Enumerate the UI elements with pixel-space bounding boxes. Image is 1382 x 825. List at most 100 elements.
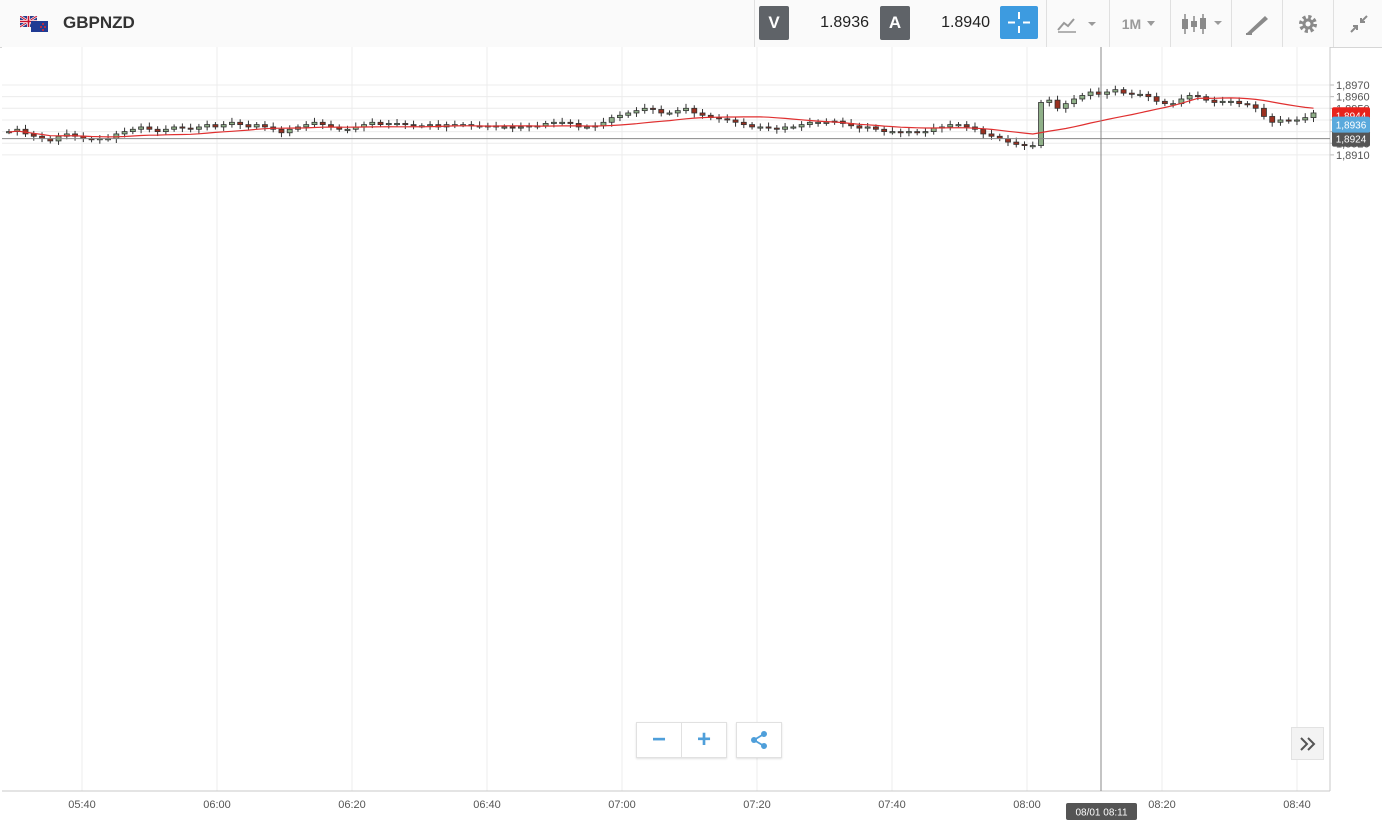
candle-body xyxy=(881,128,888,133)
uk-nz-flag-icon xyxy=(20,16,48,32)
candle-body xyxy=(1310,112,1317,119)
plot-background xyxy=(2,47,1330,791)
candle-body xyxy=(567,121,574,124)
candle-body xyxy=(724,118,731,121)
candle-body xyxy=(154,128,161,133)
candle-body xyxy=(856,125,863,129)
candle-body xyxy=(551,121,557,124)
x-tick-label: 06:00 xyxy=(203,799,231,811)
candle-body xyxy=(1120,89,1127,94)
candle-body xyxy=(749,124,755,128)
candle-body xyxy=(1054,99,1061,109)
x-tick-label: 05:40 xyxy=(68,799,96,811)
candle-body xyxy=(889,131,896,134)
candle-body xyxy=(1137,93,1144,96)
candle-body xyxy=(278,128,285,134)
crosshair-button[interactable] xyxy=(1000,6,1038,39)
buy-price: 1.8940 xyxy=(941,14,990,31)
collapse-button[interactable] xyxy=(1333,0,1382,47)
buy-price-button[interactable]: A 1.8940 xyxy=(880,6,990,40)
candle-body xyxy=(319,121,326,126)
x-tick-label: 06:20 xyxy=(338,799,366,811)
candles-button[interactable] xyxy=(1170,0,1231,47)
candle-body xyxy=(162,128,169,133)
zoom-out-button[interactable]: − xyxy=(637,723,682,757)
candle-body xyxy=(963,124,970,128)
timeframe-label: 1M xyxy=(1121,15,1142,32)
candle-body xyxy=(1252,104,1259,109)
collapse-icon xyxy=(1349,14,1368,33)
candle-body xyxy=(1145,93,1152,98)
candle-body xyxy=(650,107,656,110)
candle-body xyxy=(757,126,764,129)
candle-body xyxy=(633,110,640,114)
candle-body xyxy=(930,127,937,132)
candle-body xyxy=(683,107,689,112)
candle-body xyxy=(204,124,211,128)
sell-price-button[interactable]: V 1.8936 xyxy=(759,6,869,40)
chart-toolbar: GBPNZD V 1.8936 A 1.8940 1M xyxy=(0,0,1382,48)
candle-body xyxy=(740,121,747,126)
candle-body xyxy=(608,117,615,123)
candle-body xyxy=(311,121,318,126)
candle-body xyxy=(773,127,780,130)
candle-body xyxy=(1236,100,1243,105)
zoom-in-button[interactable]: + xyxy=(696,726,711,753)
candle-body xyxy=(1170,103,1177,106)
x-tick-label: 07:20 xyxy=(743,799,771,811)
candle-body xyxy=(1261,107,1267,117)
candlestick-chart[interactable]: 1,89101,89201,89301,89401,89501,89601,89… xyxy=(0,47,1382,825)
share-icon xyxy=(751,731,767,749)
candle-body xyxy=(1269,116,1276,123)
drawing-tools-button[interactable] xyxy=(1231,0,1282,47)
crosshair-icon xyxy=(1008,12,1030,33)
candle-body xyxy=(402,123,409,126)
candle-body xyxy=(237,121,244,126)
y-tick-label: 1,8910 xyxy=(1336,150,1370,162)
candle-body xyxy=(1294,119,1300,122)
gear-icon xyxy=(1299,14,1317,33)
candle-body xyxy=(1219,100,1226,103)
bid-price-label: 1,8936 xyxy=(1336,121,1367,132)
candle-body xyxy=(641,107,648,112)
chart-type-button[interactable] xyxy=(1046,0,1109,47)
candles-icon xyxy=(1182,13,1222,34)
candle-body xyxy=(823,121,830,124)
candle-body xyxy=(1021,144,1028,147)
candle-body xyxy=(1071,98,1077,105)
candle-body xyxy=(179,126,186,129)
timeframe-button[interactable]: 1M xyxy=(1109,0,1170,47)
share-button[interactable] xyxy=(736,722,782,758)
candle-body xyxy=(1038,102,1044,146)
scroll-to-latest-button[interactable] xyxy=(1291,727,1324,760)
settings-button[interactable] xyxy=(1282,0,1333,47)
candle-body xyxy=(765,126,772,129)
candle-body xyxy=(584,126,590,129)
candle-body xyxy=(798,124,805,128)
candle-body xyxy=(1062,103,1069,109)
bid-price-badge xyxy=(1332,116,1370,133)
candle-body xyxy=(782,126,788,130)
candle-body xyxy=(262,124,268,128)
candle-body xyxy=(146,126,153,130)
candle-body xyxy=(1046,99,1053,103)
candle-body xyxy=(410,124,417,127)
candle-body xyxy=(517,126,524,129)
candle-body xyxy=(691,107,698,114)
candle-body xyxy=(1005,138,1011,143)
candle-body xyxy=(30,133,37,137)
candle-body xyxy=(625,112,632,116)
x-tick-label: 08:20 xyxy=(1148,799,1176,811)
candle-body xyxy=(509,126,516,129)
x-tick-label: 06:40 xyxy=(473,799,501,811)
candle-body xyxy=(1128,92,1135,95)
candle-body xyxy=(138,126,145,130)
candle-body xyxy=(1244,103,1251,106)
candle-body xyxy=(1087,91,1094,96)
y-tick-label: 1,8970 xyxy=(1336,80,1370,92)
crosshair-time-label: 08/01 08:11 xyxy=(1075,808,1128,819)
double-chevron-right-icon xyxy=(1299,736,1315,751)
candle-body xyxy=(1277,119,1284,123)
candle-body xyxy=(732,119,739,123)
zoom-controls: − + xyxy=(636,722,727,758)
